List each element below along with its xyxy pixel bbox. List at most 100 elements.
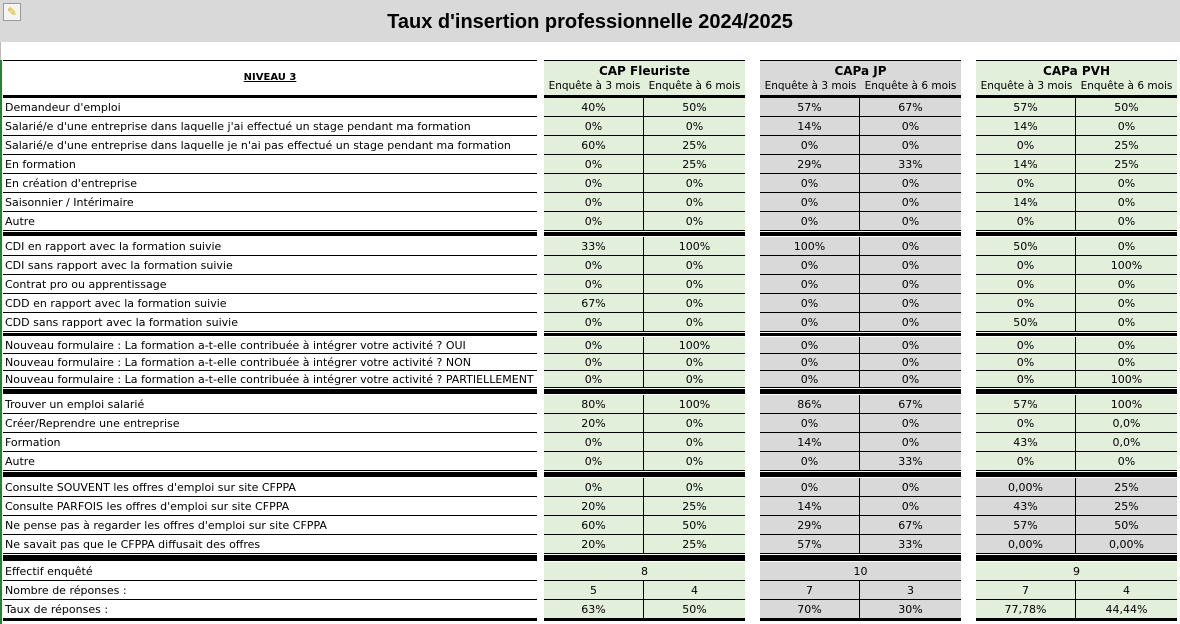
value-cell: 0% (976, 414, 1076, 433)
value-cell: 0% (860, 497, 961, 516)
section-divider (544, 389, 745, 394)
value-cell: 0% (544, 433, 644, 452)
value-cell: 0% (1076, 337, 1177, 354)
value-cell: 50% (1076, 98, 1177, 117)
value-cell: 29% (760, 516, 860, 535)
value-cell: 0% (644, 354, 745, 371)
row-label: CDI en rapport avec la formation suivie (3, 237, 537, 256)
section-divider (544, 333, 745, 336)
value-cell: 0% (644, 193, 745, 212)
bottom-rule (544, 619, 745, 621)
section-divider (3, 472, 537, 477)
section-divider (760, 333, 961, 336)
row-label: Nouveau formulaire : La formation a-t-el… (3, 371, 537, 388)
value-cell: 100% (1076, 395, 1177, 414)
page-title: Taux d'insertion professionnelle 2024/20… (387, 11, 793, 33)
value-cell: 57% (760, 98, 860, 117)
section-divider (760, 232, 961, 236)
value-cell: 0% (644, 313, 745, 332)
value-cell: 57% (760, 535, 860, 554)
value-cell: 67% (860, 395, 961, 414)
row-label: Consulte SOUVENT les offres d'emploi sur… (3, 478, 537, 497)
value-cell: 0% (976, 354, 1076, 371)
value-cell: 4 (1076, 581, 1177, 600)
value-cell: 0% (860, 478, 961, 497)
value-cell: 43% (976, 433, 1076, 452)
value-cell: 0% (644, 275, 745, 294)
value-cell: 100% (644, 395, 745, 414)
value-cell: 0% (760, 337, 860, 354)
value-cell: 60% (544, 136, 644, 155)
survey-period-header: Enquête à 3 mois (980, 80, 1073, 92)
value-cell: 0% (644, 433, 745, 452)
value-cell: 5 (544, 581, 644, 600)
value-cell: 0,00% (1076, 535, 1177, 554)
value-cell: 50% (644, 98, 745, 117)
survey-period-header: Enquête à 6 mois (864, 80, 957, 92)
value-cell: 0% (544, 256, 644, 275)
value-cell: 0% (760, 371, 860, 388)
value-cell: 0% (1076, 313, 1177, 332)
value-cell: 0% (1076, 275, 1177, 294)
value-cell: 0% (1076, 452, 1177, 471)
value-cell: 0% (976, 294, 1076, 313)
value-cell: 40% (544, 98, 644, 117)
value-cell: 0% (860, 256, 961, 275)
value-cell: 0% (976, 371, 1076, 388)
value-cell: 0% (860, 433, 961, 452)
value-cell: 0% (860, 294, 961, 313)
value-cell: 0% (860, 193, 961, 212)
format-painter-icon[interactable]: ✎ (3, 3, 21, 21)
row-label: Ne savait pas que le CFPPA diffusait des… (3, 535, 537, 554)
value-cell: 3 (860, 581, 961, 600)
section-divider (976, 555, 1177, 561)
value-cell: 20% (544, 497, 644, 516)
section-divider (3, 333, 537, 336)
value-cell: 0% (860, 275, 961, 294)
value-cell: 0,0% (1076, 433, 1177, 452)
group-header: CAPa JP (760, 60, 961, 96)
value-cell: 0% (544, 313, 644, 332)
row-label: CDD sans rapport avec la formation suivi… (3, 313, 537, 332)
value-cell: 25% (1076, 136, 1177, 155)
value-cell: 29% (760, 155, 860, 174)
value-cell: 70% (760, 600, 860, 619)
value-cell: 100% (1076, 371, 1177, 388)
value-cell: 25% (644, 155, 745, 174)
section-divider (544, 232, 745, 236)
value-cell: 100% (644, 337, 745, 354)
value-cell: 100% (1076, 256, 1177, 275)
value-cell: 0% (544, 155, 644, 174)
value-cell: 0% (760, 354, 860, 371)
value-cell: 7 (976, 581, 1076, 600)
value-cell: 0% (544, 193, 644, 212)
value-cell: 0% (860, 136, 961, 155)
value-cell: 0% (760, 294, 860, 313)
value-cell: 0% (860, 174, 961, 193)
value-cell: 25% (1076, 478, 1177, 497)
value-cell: 0% (860, 237, 961, 256)
selection-edge (0, 60, 2, 624)
value-cell: 33% (860, 155, 961, 174)
row-label: CDI sans rapport avec la formation suivi… (3, 256, 537, 275)
value-cell: 0% (644, 212, 745, 231)
value-cell: 0% (760, 275, 860, 294)
section-divider (3, 232, 537, 236)
bottom-rule (3, 619, 537, 621)
value-cell: 25% (644, 497, 745, 516)
row-label: Demandeur d'emploi (3, 98, 537, 117)
value-cell: 20% (544, 414, 644, 433)
value-cell: 25% (644, 136, 745, 155)
value-cell: 7 (760, 581, 860, 600)
value-cell: 0% (976, 337, 1076, 354)
value-cell: 25% (1076, 155, 1177, 174)
value-cell: 33% (860, 535, 961, 554)
row-label: CDD en rapport avec la formation suivie (3, 294, 537, 313)
value-cell: 33% (544, 237, 644, 256)
value-cell: 0,00% (976, 478, 1076, 497)
value-cell: 20% (544, 535, 644, 554)
value-cell: 50% (644, 516, 745, 535)
section-divider (760, 555, 961, 561)
value-cell: 14% (976, 155, 1076, 174)
section-divider (544, 472, 745, 477)
